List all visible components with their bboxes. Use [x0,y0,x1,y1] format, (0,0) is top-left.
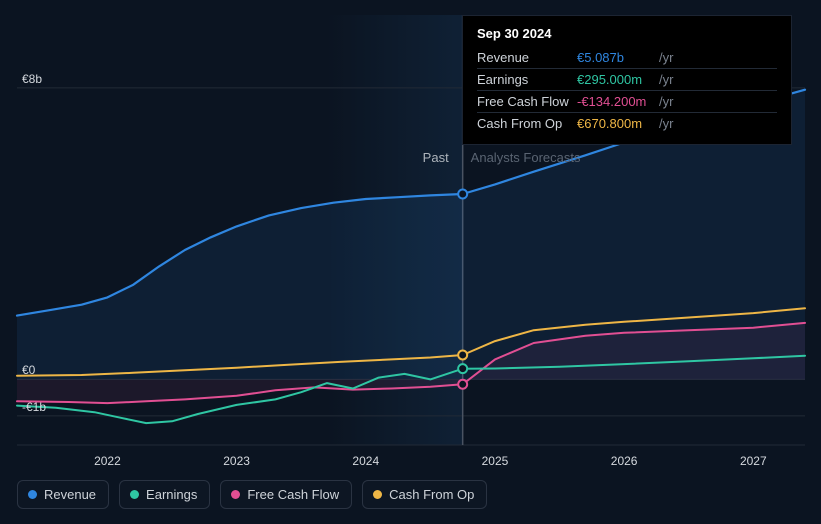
tooltip-row-value: -€134.200m [577,94,655,109]
x-tick-label: 2024 [352,454,379,468]
legend-label: Cash From Op [389,487,474,502]
tooltip-row-unit: /yr [659,116,673,131]
tooltip-row-label: Free Cash Flow [477,94,577,109]
x-tick-label: 2026 [611,454,638,468]
financials-chart: €8b€0-€1b 202220232024202520262027 Past … [0,0,821,524]
x-tick-label: 2022 [94,454,121,468]
tooltip-row-unit: /yr [659,50,673,65]
legend-label: Revenue [44,487,96,502]
x-tick-label: 2025 [482,454,509,468]
x-tick-label: 2023 [223,454,250,468]
legend-label: Free Cash Flow [247,487,339,502]
legend-item[interactable]: Cash From Op [362,480,487,509]
legend-dot [373,490,382,499]
tooltip-row: Revenue€5.087b/yr [477,47,777,69]
tooltip-row-value: €5.087b [577,50,655,65]
x-tick-label: 2027 [740,454,767,468]
tooltip-row-value: €295.000m [577,72,655,87]
y-tick-label: €0 [22,363,35,377]
chart-tooltip: Sep 30 2024 Revenue€5.087b/yrEarnings€29… [462,15,792,145]
chart-legend: Revenue Earnings Free Cash Flow Cash From O… [17,480,487,509]
tooltip-row-label: Earnings [477,72,577,87]
tooltip-row-value: €670.800m [577,116,655,131]
tooltip-row-label: Cash From Op [477,116,577,131]
legend-dot [130,490,139,499]
legend-dot [231,490,240,499]
y-tick-label: -€1b [22,400,46,414]
tooltip-row: Cash From Op€670.800m/yr [477,113,777,134]
tooltip-row-unit: /yr [659,94,673,109]
legend-item[interactable]: Revenue [17,480,109,509]
tooltip-row: Free Cash Flow-€134.200m/yr [477,91,777,113]
tooltip-title: Sep 30 2024 [477,26,777,41]
tooltip-row-unit: /yr [659,72,673,87]
tooltip-row-label: Revenue [477,50,577,65]
legend-item[interactable]: Earnings [119,480,210,509]
y-tick-label: €8b [22,72,42,86]
legend-dot [28,490,37,499]
legend-item[interactable]: Free Cash Flow [220,480,352,509]
tooltip-row: Earnings€295.000m/yr [477,69,777,91]
legend-label: Earnings [146,487,197,502]
